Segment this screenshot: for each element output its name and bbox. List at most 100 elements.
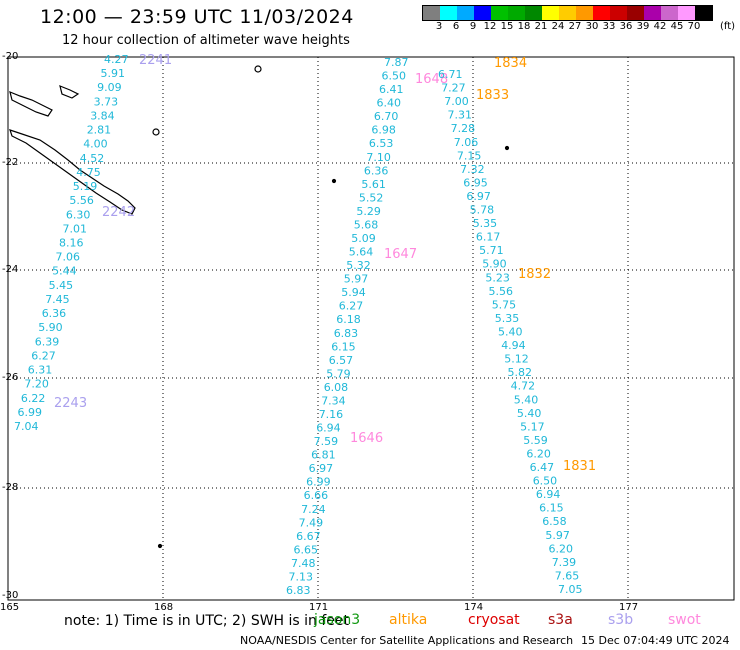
wave-height-value: 2.81 [87,124,112,137]
wave-height-value: 6.67 [296,530,321,543]
wave-height-value: 6.97 [309,462,334,475]
wave-height-value: 5.82 [508,366,533,379]
legend-swatch [542,6,559,20]
wave-height-value: 5.09 [351,232,376,245]
legend-label: 27 [568,21,582,32]
wave-height-value: 5.56 [69,194,94,207]
wave-height-value: 7.32 [460,163,485,176]
wave-height-value: 7.15 [457,149,482,162]
wave-height-value: 7.06 [454,136,479,149]
wave-height-value: 9.09 [97,81,122,94]
wave-height-value: 4.27 [104,53,129,66]
wave-height-value: 5.32 [346,259,371,272]
color-legend [422,5,713,21]
wave-height-value: 5.52 [359,191,384,204]
latitude-label: -28 [2,482,19,493]
wave-height-value: 7.01 [63,222,88,235]
wave-height-value: 4.52 [80,152,105,165]
wave-height-value: 6.71 [438,68,463,81]
legend-swatch [627,6,644,20]
wave-height-value: 5.19 [73,180,98,193]
satellite-name: swot [668,612,701,628]
wave-height-value: 6.95 [463,176,488,189]
legend-unit: (ft) [720,21,736,32]
pass-time-label: 2241 [139,53,172,68]
satellite-name: jason3 [314,612,361,628]
wave-height-value: 7.48 [291,557,316,570]
legend-swatch [559,6,576,20]
wave-height-value: 6.99 [306,476,331,489]
wave-height-value: 7.20 [24,378,49,391]
wave-height-value: 5.44 [52,265,77,278]
wave-height-value: 3.84 [90,110,115,123]
wave-height-value: 6.30 [66,208,91,221]
wave-height-value: 6.97 [466,190,491,203]
pass-time-label: 1833 [476,88,509,103]
pass-time-label: 1834 [494,56,527,71]
new-caledonia-coastline [9,65,510,549]
pass-time-label: 1646 [350,431,383,446]
footer-credit: NOAA/NESDIS Center for Satellite Applica… [240,634,574,647]
wave-height-value: 7.16 [319,408,344,421]
latitude-label: -22 [2,157,19,168]
legend-swatch [423,6,440,20]
wave-height-value: 6.18 [336,313,361,326]
wave-height-value: 5.35 [473,217,498,230]
wave-height-value: 4.94 [501,339,526,352]
wave-height-value: 8.16 [59,237,84,250]
latitude-label: -30 [2,590,19,601]
wave-height-value: 7.49 [299,516,324,529]
wave-height-value: 7.31 [448,109,473,122]
wave-height-value: 5.56 [489,285,514,298]
legend-label: 24 [551,21,565,32]
satellite-name: altika [389,612,428,628]
wave-height-value: 5.40 [514,393,539,406]
pass-time-label: 1832 [518,267,551,282]
wave-height-value: 5.90 [38,321,63,334]
legend-label: 18 [517,21,531,32]
legend-swatch [576,6,593,20]
wave-height-value: 5.61 [361,178,386,191]
pass-time-label: 1647 [384,247,417,262]
wave-height-value: 6.17 [476,231,501,244]
satellite-name: cryosat [468,612,520,628]
legend-swatch [661,6,678,20]
longitude-label: 177 [619,602,639,613]
wave-height-value: 7.04 [14,420,39,433]
wave-height-value: 6.66 [304,489,329,502]
pass-time-label: 1648 [415,72,448,87]
longitude-label: 168 [154,602,174,613]
wave-height-value: 5.12 [504,353,529,366]
wave-height-value: 6.39 [35,335,60,348]
wave-height-value: 5.75 [492,298,517,311]
satellite-name: s3b [608,612,634,628]
longitude-label: 174 [464,602,484,613]
legend-swatch [508,6,525,20]
wave-height-value: 6.20 [549,542,574,555]
wave-height-value: 5.91 [101,67,126,80]
legend-label: 42 [653,21,667,32]
wave-height-value: 6.47 [530,461,555,474]
wave-height-value: 5.35 [495,312,520,325]
wave-height-value: 6.27 [31,349,56,362]
wave-height-value: 3.73 [94,95,119,108]
footer-date: 15 Dec 07:04:49 UTC 2024 [581,634,730,647]
wave-height-value: 5.68 [354,219,379,232]
satellite-name: s3a [548,612,573,628]
wave-height-value: 5.78 [470,204,495,217]
wave-height-value: 7.28 [451,122,476,135]
altimeter-tracks: 4.275.919.093.73 3.842.814.004.524.755.19… [14,53,596,597]
wave-height-value: 7.00 [444,95,469,108]
wave-height-value: 7.06 [56,251,81,264]
legend-label: 6 [452,21,460,32]
legend-label: 15 [500,21,514,32]
wave-height-value: 6.57 [329,354,354,367]
wave-height-value: 6.36 [42,307,66,320]
legend-label: 9 [469,21,477,32]
wave-height-value: 6.15 [331,340,356,353]
wave-height-value: 6.15 [539,502,564,515]
wave-height-value: 6.31 [28,364,53,377]
wave-height-value: 6.99 [18,406,43,419]
wave-height-value: 6.50 [533,475,558,488]
